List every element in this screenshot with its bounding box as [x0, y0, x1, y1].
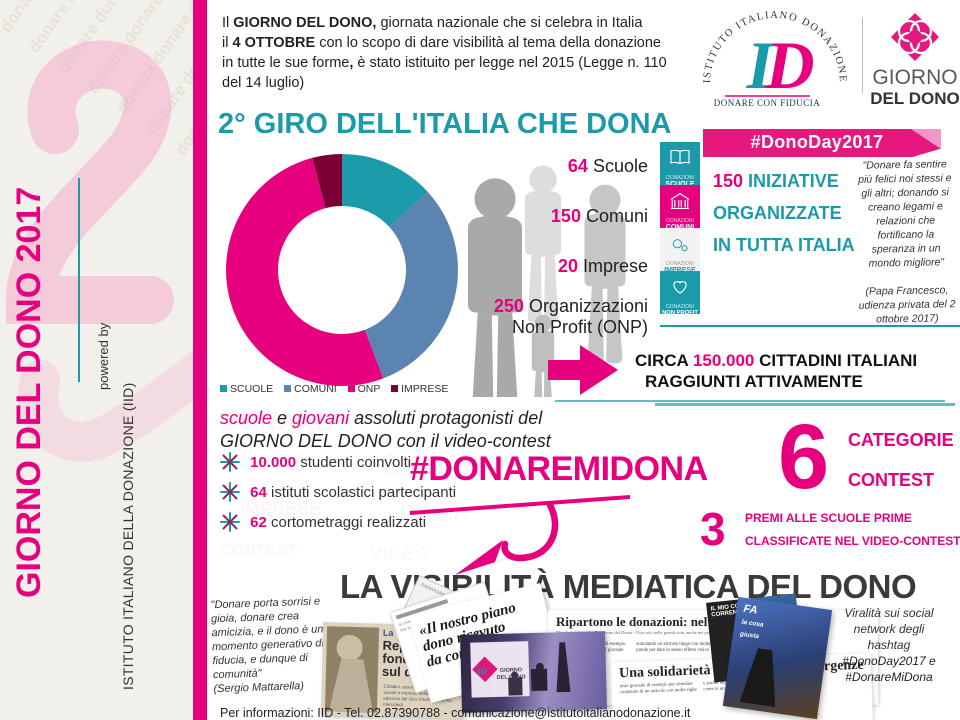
svg-text:VIDEO: VIDEO [370, 544, 429, 565]
svg-text:CONTEST: CONTEST [220, 542, 297, 559]
svg-text:ID: ID [477, 666, 488, 676]
svg-text:DONARE CON FIDUCIA: DONARE CON FIDUCIA [714, 98, 821, 108]
svg-text:D: D [764, 27, 814, 103]
